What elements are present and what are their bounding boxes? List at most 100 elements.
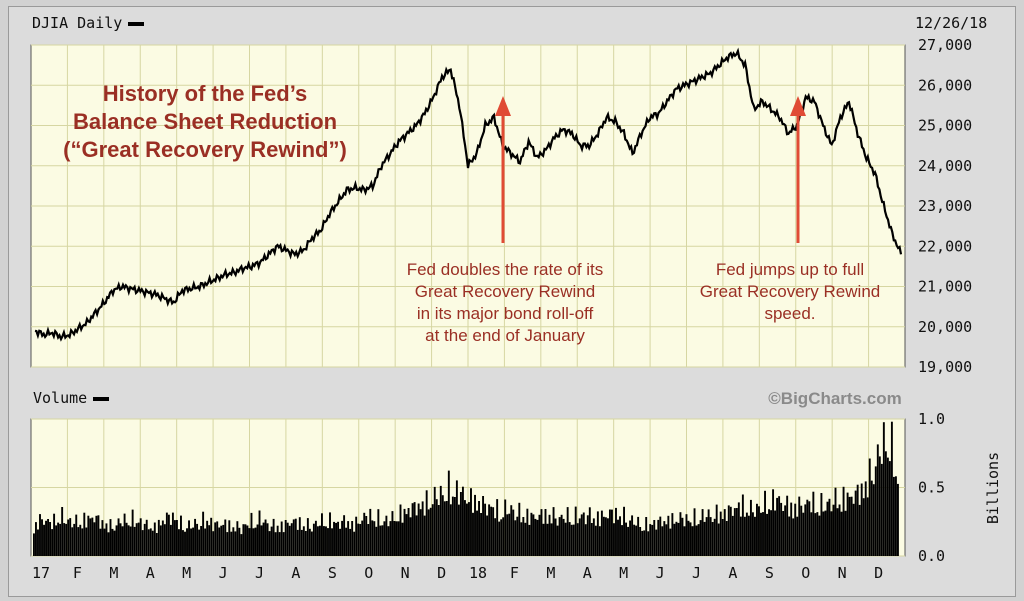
- volume-bar: [453, 497, 456, 556]
- annotation-note-2: Fed jumps up to full Great Recovery Rewi…: [700, 260, 880, 323]
- volume-bar: [242, 524, 245, 556]
- annotation-note-1: Fed doubles the rate of its Great Recove…: [407, 260, 604, 345]
- volume-bar: [832, 504, 835, 556]
- annotation-arrow-2: [790, 96, 806, 243]
- volume-bar: [552, 507, 555, 556]
- volume-bar: [292, 519, 295, 556]
- volume-bar: [202, 511, 205, 556]
- volume-bar: [836, 508, 839, 556]
- volume-bar: [784, 505, 787, 556]
- volume-bar: [896, 483, 899, 556]
- volume-bar: [474, 494, 476, 556]
- volume-bar: [663, 521, 666, 556]
- volume-bar: [337, 521, 340, 556]
- annotation-note-1-line-3: in its major bond roll-off: [417, 304, 594, 323]
- volume-bar: [737, 502, 740, 556]
- volume-bar: [701, 509, 704, 556]
- volume-bar: [828, 498, 831, 556]
- volume-bar: [381, 525, 384, 556]
- volume-bar: [355, 516, 358, 556]
- volume-bar: [169, 524, 172, 556]
- volume-bar: [115, 525, 118, 556]
- volume-bar: [852, 503, 855, 556]
- price-series-line: [34, 47, 903, 342]
- volume-bar: [222, 524, 225, 556]
- annotation-title: History of the Fed’s Balance Sheet Reduc…: [63, 81, 347, 162]
- volume-bar: [544, 509, 547, 556]
- volume-bar: [651, 524, 654, 556]
- volume-bar: [494, 518, 497, 556]
- volume-bar: [159, 525, 162, 556]
- volume-bar: [584, 524, 587, 556]
- volume-bar: [405, 514, 408, 556]
- volume-bar: [375, 526, 378, 556]
- volume-bar: [99, 528, 102, 556]
- volume-bar: [683, 526, 686, 556]
- volume-bar: [739, 516, 742, 556]
- volume-bar: [264, 519, 267, 556]
- volume-bar: [107, 532, 110, 556]
- volume-bar: [619, 516, 621, 556]
- price-y-tick-label: 24,000: [918, 157, 972, 175]
- volume-bar: [407, 508, 410, 556]
- annotation-note-1-line-1: Fed doubles the rate of its: [407, 260, 604, 279]
- volume-bar: [490, 506, 493, 556]
- volume-bar: [361, 520, 364, 556]
- price-y-tick-label: 27,000: [918, 36, 972, 54]
- volume-bar: [550, 523, 553, 556]
- volume-bar: [518, 502, 521, 556]
- x-tick-label: F: [73, 564, 82, 582]
- volume-bar: [282, 532, 285, 556]
- volume-bar: [208, 525, 211, 556]
- x-tick-label: N: [838, 564, 847, 582]
- volume-bar: [290, 523, 293, 556]
- volume-bar: [691, 526, 694, 556]
- volume-bar: [562, 518, 565, 556]
- volume-bar: [67, 519, 70, 556]
- volume-bar: [441, 495, 444, 556]
- volume-bar: [709, 517, 712, 556]
- volume-bar: [600, 510, 603, 556]
- volume-bar: [133, 526, 136, 556]
- price-y-tick-label: 21,000: [918, 278, 972, 296]
- volume-bar: [95, 515, 98, 556]
- x-tick-label: F: [510, 564, 519, 582]
- credit-text: ©BigCharts.com: [768, 389, 901, 408]
- volume-bar: [288, 525, 291, 556]
- volume-bar: [772, 489, 775, 556]
- volume-bar: [318, 525, 321, 556]
- volume-bar: [417, 503, 420, 556]
- volume-bar: [206, 520, 209, 556]
- volume-bar: [188, 520, 190, 556]
- volume-bar: [89, 518, 92, 556]
- volume-bar: [232, 527, 235, 556]
- volume-bar: [427, 509, 430, 556]
- volume-bar: [844, 510, 847, 556]
- volume-bar: [689, 522, 692, 556]
- volume-bar: [244, 524, 247, 556]
- volume-bar: [826, 501, 829, 556]
- volume-bar: [329, 512, 331, 556]
- volume-bar: [423, 515, 426, 556]
- volume-bar: [335, 522, 337, 556]
- volume-bar: [137, 522, 140, 556]
- volume-bar: [449, 504, 452, 556]
- volume-bar: [890, 421, 893, 556]
- volume-bar: [741, 494, 744, 556]
- volume-bar: [681, 517, 684, 556]
- volume-bar: [93, 522, 96, 556]
- volume-bar: [639, 527, 642, 556]
- volume-bar: [43, 524, 45, 556]
- volume-bar: [870, 480, 873, 556]
- volume-bar: [125, 522, 128, 556]
- volume-bar: [888, 461, 891, 556]
- volume-bar: [667, 515, 670, 556]
- volume-bar: [353, 531, 356, 556]
- volume-bar: [278, 532, 281, 556]
- volume-bar: [250, 512, 253, 556]
- volume-bar: [260, 525, 263, 556]
- volume-bar: [484, 503, 487, 556]
- volume-bar: [776, 497, 779, 556]
- volume-bar: [81, 528, 84, 556]
- volume-bar: [641, 530, 644, 556]
